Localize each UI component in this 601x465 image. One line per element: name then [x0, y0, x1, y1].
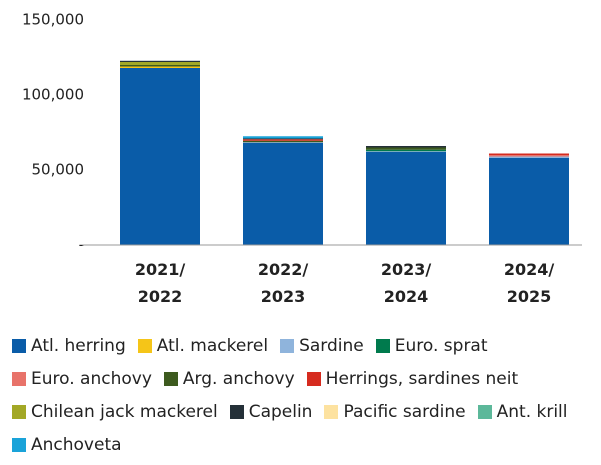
legend-label: Pacific sardine	[343, 402, 466, 422]
bar-segment	[366, 151, 446, 152]
legend-swatch	[163, 372, 178, 386]
legend-swatch	[306, 372, 321, 386]
bar-segment	[120, 60, 200, 62]
bar-segment	[243, 140, 323, 143]
legend-label: Atl. mackerel	[156, 336, 269, 356]
legend-item: Atl. mackerel	[137, 334, 269, 358]
legend-item: Atl. herring	[12, 334, 126, 358]
legend-item: Euro. anchovy	[12, 367, 152, 391]
bar-segment	[366, 146, 446, 148]
legend: Atl. herring Atl. mackerel Sardine Euro. sp…	[12, 334, 572, 457]
bar-segment	[489, 153, 569, 155]
y-tick-label: 100,000	[22, 86, 84, 104]
legend-swatch	[229, 405, 244, 419]
legend-item: Anchoveta	[12, 433, 122, 457]
bar-segment	[120, 68, 200, 245]
x-tick-label: 2024/ 2025	[503, 260, 555, 306]
legend-swatch	[324, 405, 339, 419]
legend-item: Herrings, sardines neit	[306, 367, 519, 391]
legend-swatch	[280, 339, 295, 353]
bar-segment	[366, 152, 446, 245]
bar-segment	[489, 158, 569, 245]
bar-segment	[366, 147, 446, 150]
legend-item: Chilean jack mackerel	[12, 400, 218, 424]
y-tick-label: 150,000	[22, 11, 84, 29]
legend-swatch	[12, 438, 26, 452]
legend-label: Euro. sprat	[394, 336, 488, 356]
plot: - 50,000 100,000 150,000	[22, 11, 582, 254]
legend-label: Sardine	[299, 336, 364, 356]
legend-swatch	[12, 339, 26, 353]
legend-item: Sardine	[280, 334, 364, 358]
y-tick-label: 50,000	[32, 161, 85, 179]
bar-segment	[243, 143, 323, 245]
legend-item: Euro. sprat	[375, 334, 488, 358]
x-tick-label: 2023/ 2024	[380, 260, 432, 306]
legend-item: Capelin	[229, 400, 313, 424]
bar-segment	[120, 62, 200, 65]
legend-label: Anchoveta	[31, 435, 122, 455]
legend-label: Atl. herring	[31, 336, 126, 356]
bar-segment	[243, 136, 323, 139]
bar-segment	[489, 155, 569, 157]
y-tick-label: -	[79, 236, 84, 254]
legend-label: Arg. anchovy	[182, 369, 295, 389]
bar-segment	[243, 138, 323, 140]
x-tick-label: 2022/ 2023	[257, 260, 309, 306]
legend-swatch	[12, 405, 26, 419]
legend-item: Arg. anchovy	[163, 367, 295, 391]
legend-label: Chilean jack mackerel	[31, 402, 218, 422]
legend-label: Capelin	[248, 402, 313, 422]
bar-segment	[489, 156, 569, 158]
legend-label: Ant. krill	[496, 402, 568, 422]
x-tick-label: 2021/ 2022	[134, 260, 186, 306]
bar-segment	[243, 142, 323, 143]
legend-swatch	[12, 372, 26, 386]
legend-swatch	[477, 405, 492, 419]
legend-swatch	[137, 339, 152, 353]
legend-swatch	[375, 339, 390, 353]
legend-item: Ant. krill	[477, 400, 568, 424]
bar-segment	[366, 149, 446, 152]
bar-segment	[243, 139, 323, 141]
bar-segment	[120, 65, 200, 67]
legend-item: Pacific sardine	[324, 400, 466, 424]
legend-label: Euro. anchovy	[31, 369, 152, 389]
legend-label: Herrings, sardines neit	[325, 369, 519, 389]
bar-segment	[120, 66, 200, 68]
